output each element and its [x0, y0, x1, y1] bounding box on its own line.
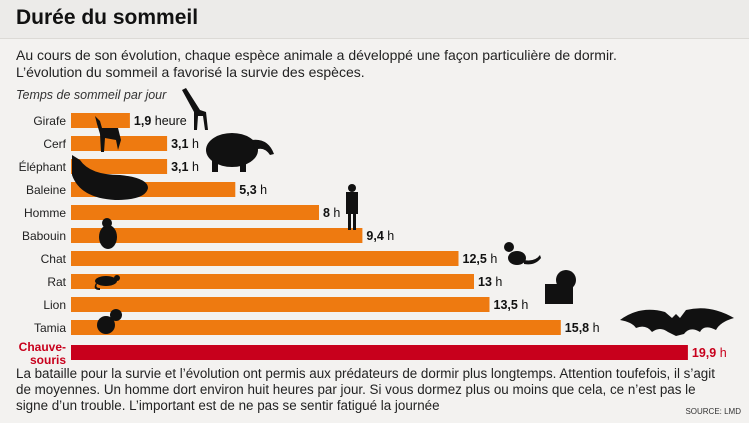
category-label: Girafe	[33, 114, 66, 128]
value-label: 19,9 h	[692, 346, 727, 360]
category-label: Cerf	[43, 137, 66, 151]
value-label: 9,4 h	[366, 229, 394, 243]
deer-icon	[95, 116, 121, 152]
category-label: souris	[30, 353, 66, 367]
category-label: Homme	[24, 206, 66, 220]
squirrel-icon	[97, 309, 122, 334]
bar-Girafe	[71, 113, 130, 128]
value-label: 3,1 h	[171, 137, 199, 151]
value-label: 15,8 h	[565, 321, 600, 335]
value-label: 1,9 heure	[134, 114, 187, 128]
bar-Chat	[71, 251, 459, 266]
page-title: Durée du sommeil	[16, 6, 199, 29]
value-label: 8 h	[323, 206, 340, 220]
category-label: Rat	[47, 275, 66, 289]
source-note: SOURCE: LMD	[685, 407, 741, 416]
category-label: Éléphant	[19, 159, 67, 174]
baboon-icon	[99, 218, 117, 249]
bar-Tamia	[71, 320, 561, 335]
category-label: Chat	[41, 252, 67, 266]
bar-Lion	[71, 297, 490, 312]
bar-Homme	[71, 205, 319, 220]
category-label: Babouin	[22, 229, 66, 243]
bar-Chauve-souris	[71, 345, 688, 360]
value-label: 3,1 h	[171, 160, 199, 174]
intro-text: Au cours de son évolution, chaque espèce…	[16, 47, 736, 81]
man-icon	[346, 184, 358, 230]
lion-icon	[545, 270, 576, 304]
rat-icon	[94, 275, 120, 290]
category-label: Chauve-	[19, 340, 66, 354]
category-label: Baleine	[26, 183, 66, 197]
value-label: 12,5 h	[463, 252, 498, 266]
intro-line: Au cours de son évolution, chaque espèce…	[16, 47, 617, 63]
cat-icon	[504, 242, 541, 265]
value-label: 5,3 h	[239, 183, 267, 197]
elephant-icon	[206, 133, 274, 172]
chart-subtitle: Temps de sommeil par jour	[16, 88, 167, 102]
footer-text: La bataille pour la survie et l’évolutio…	[16, 366, 715, 413]
value-label: 13,5 h	[494, 298, 529, 312]
category-label: Tamia	[34, 321, 66, 335]
giraffe-icon	[182, 88, 208, 130]
whale-icon	[72, 155, 148, 200]
value-label: 13 h	[478, 275, 502, 289]
bar-Babouin	[71, 228, 363, 243]
intro-line: L’évolution du sommeil a favorisé la sur…	[16, 64, 365, 80]
bar-Éléphant	[71, 159, 168, 174]
header-band: Durée du sommeil	[0, 0, 749, 39]
bar-Rat	[71, 274, 474, 289]
bat-icon	[620, 308, 734, 336]
category-label: Lion	[43, 298, 66, 312]
